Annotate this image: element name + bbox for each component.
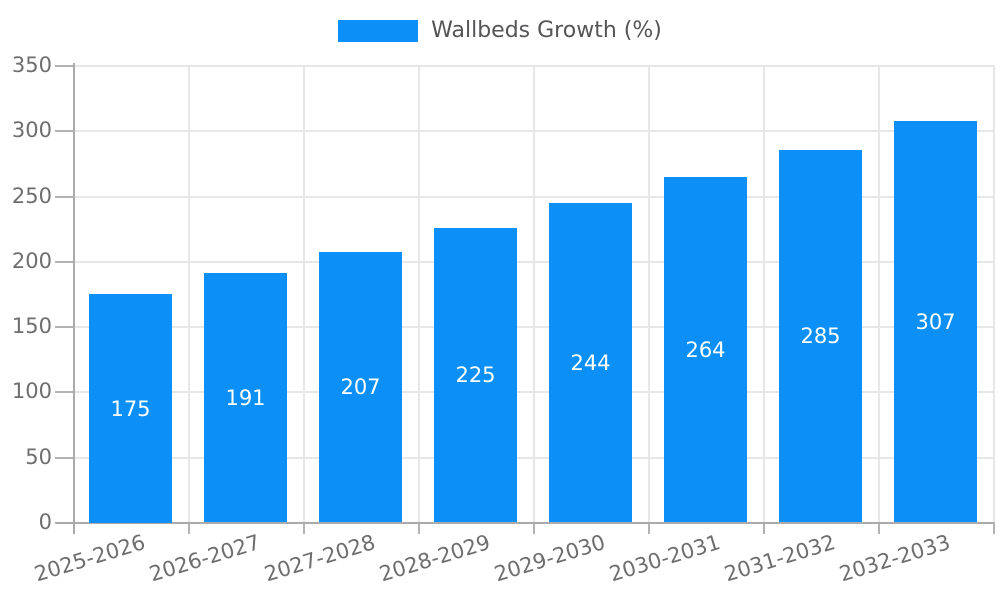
bar-value-label: 191 bbox=[225, 385, 266, 410]
bar: 264 bbox=[664, 177, 747, 522]
bar-value-label: 225 bbox=[455, 363, 496, 387]
bar-value-label: 244 bbox=[570, 350, 611, 375]
legend-swatch bbox=[338, 20, 419, 42]
x-axis-tick bbox=[763, 522, 765, 534]
y-axis-tick-label: 250 bbox=[11, 184, 52, 208]
bar: 191 bbox=[204, 273, 287, 522]
x-axis-tick bbox=[418, 522, 420, 534]
x-axis-tick bbox=[303, 522, 305, 534]
bar-value-label: 307 bbox=[915, 309, 956, 334]
bar-value-label: 264 bbox=[685, 337, 726, 362]
legend-label: Wallbeds Growth (%) bbox=[431, 18, 662, 43]
bar: 207 bbox=[319, 252, 402, 522]
y-axis-tick-label: 200 bbox=[11, 249, 52, 273]
y-axis-tick bbox=[55, 391, 73, 393]
y-axis-tick-label: 300 bbox=[11, 118, 52, 142]
x-axis-tick bbox=[533, 522, 535, 534]
bar-value-label: 285 bbox=[800, 324, 841, 348]
y-axis-tick bbox=[55, 130, 73, 132]
y-axis-tick-label: 50 bbox=[25, 445, 52, 469]
y-axis-tick-label: 150 bbox=[11, 314, 52, 338]
bar-value-label: 207 bbox=[340, 375, 381, 399]
y-axis-tick-label: 0 bbox=[38, 510, 52, 534]
gridline-vertical bbox=[188, 65, 190, 522]
gridline-vertical bbox=[648, 65, 650, 522]
gridline-vertical bbox=[418, 65, 420, 522]
bar-value-label: 175 bbox=[110, 396, 151, 421]
y-axis-tick bbox=[55, 326, 73, 328]
bar: 307 bbox=[894, 121, 977, 522]
y-axis-tick bbox=[55, 65, 73, 67]
x-axis-tick bbox=[878, 522, 880, 534]
gridline-vertical bbox=[878, 65, 880, 522]
y-axis-tick bbox=[55, 457, 73, 459]
y-axis-tick bbox=[55, 261, 73, 263]
y-axis-tick bbox=[55, 196, 73, 198]
x-axis-tick bbox=[648, 522, 650, 534]
bar: 175 bbox=[89, 294, 172, 523]
x-axis-tick bbox=[188, 522, 190, 534]
y-axis-tick-label: 350 bbox=[11, 53, 52, 77]
x-axis-line bbox=[55, 522, 993, 524]
bar: 244 bbox=[549, 203, 632, 522]
x-axis-tick bbox=[993, 522, 995, 534]
bar: 285 bbox=[779, 150, 862, 522]
gridline-vertical bbox=[993, 65, 995, 522]
gridline-vertical bbox=[303, 65, 305, 522]
legend: Wallbeds Growth (%) bbox=[0, 18, 1000, 44]
y-axis-tick-label: 100 bbox=[11, 379, 52, 403]
y-axis-line bbox=[73, 63, 75, 534]
gridline-vertical bbox=[763, 65, 765, 522]
bar: 225 bbox=[434, 228, 517, 522]
gridline-vertical bbox=[533, 65, 535, 522]
